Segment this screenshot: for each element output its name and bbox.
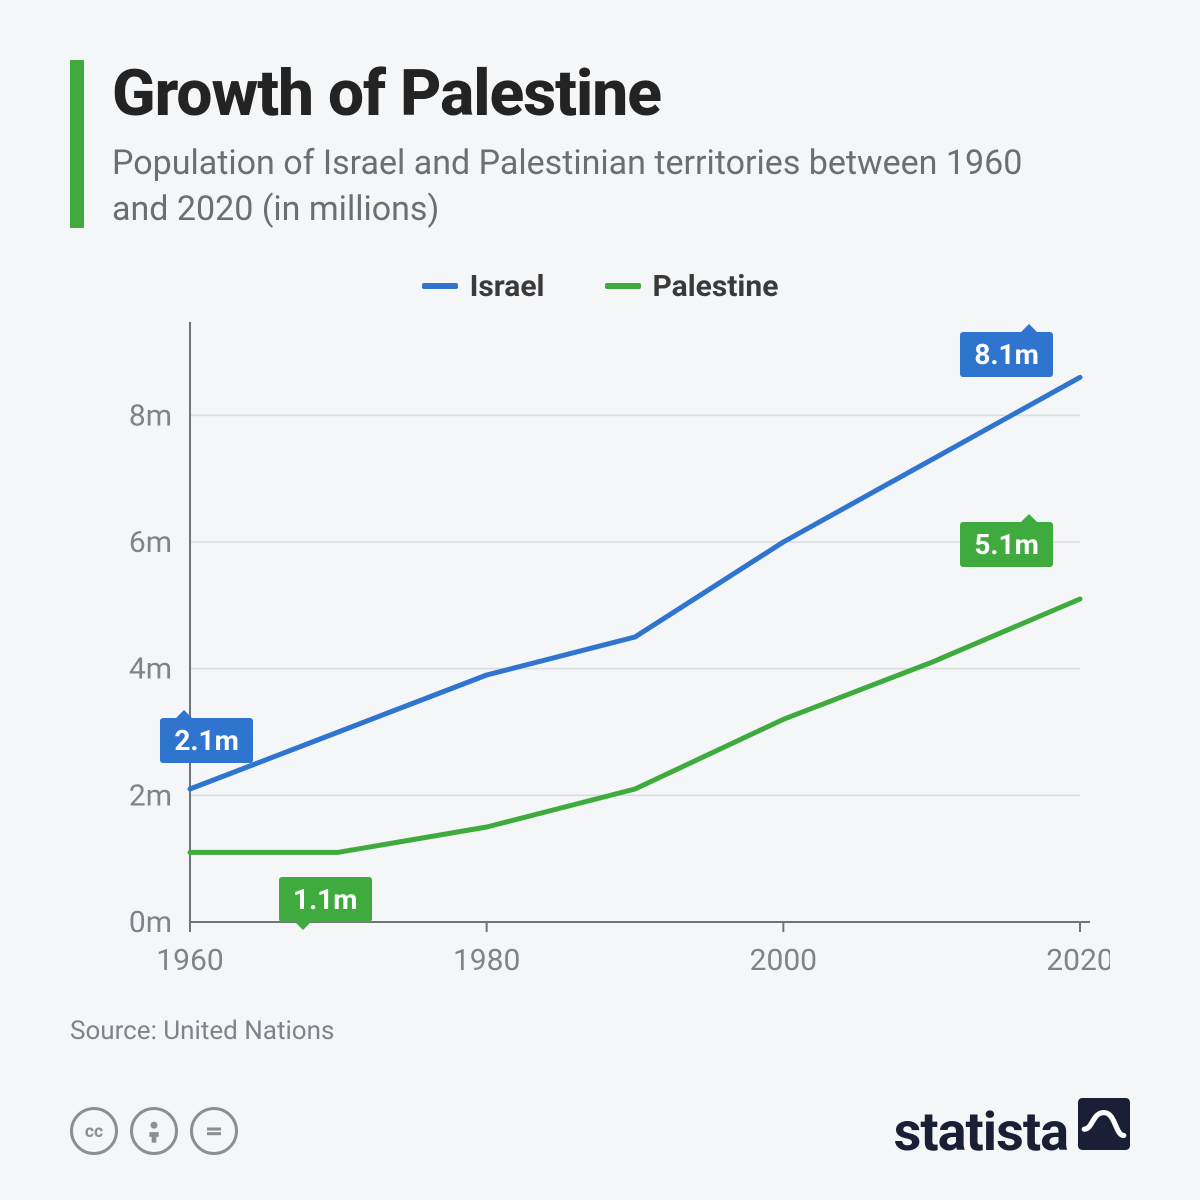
source-text: Source: United Nations bbox=[70, 1016, 1130, 1046]
page-subtitle: Population of Israel and Palestinian ter… bbox=[112, 141, 1032, 233]
svg-text:4m: 4m bbox=[129, 652, 172, 687]
footer: cc statista bbox=[70, 1098, 1130, 1164]
chart-callout: 5.1m bbox=[960, 522, 1053, 567]
svg-text:6m: 6m bbox=[129, 525, 172, 560]
brand-text: statista bbox=[894, 1101, 1068, 1164]
nd-icon bbox=[190, 1107, 238, 1155]
legend-label: Israel bbox=[470, 269, 545, 304]
chart-callout: 1.1m bbox=[279, 877, 372, 922]
svg-text:2000: 2000 bbox=[750, 943, 817, 978]
svg-text:2020: 2020 bbox=[1046, 943, 1110, 978]
header: Growth of Palestine Population of Israel… bbox=[70, 60, 1130, 233]
legend-swatch-palestine bbox=[605, 283, 641, 289]
statista-logo: statista bbox=[894, 1098, 1130, 1164]
legend-item-israel: Israel bbox=[422, 269, 545, 304]
chart-callout: 2.1m bbox=[160, 718, 253, 763]
legend-item-palestine: Palestine bbox=[605, 269, 779, 304]
legend-swatch-israel bbox=[422, 283, 458, 289]
svg-text:2m: 2m bbox=[129, 778, 172, 813]
chart-callout: 8.1m bbox=[960, 332, 1053, 377]
svg-text:cc: cc bbox=[85, 1122, 103, 1142]
population-chart: 0m 2m 4m 6m 8m 1960 1980 2000 2020 8.1m 5.1m 2.1m 1.… bbox=[90, 312, 1110, 992]
svg-text:8m: 8m bbox=[129, 398, 172, 433]
svg-text:0m: 0m bbox=[129, 905, 172, 940]
license-icons: cc bbox=[70, 1107, 238, 1155]
by-icon bbox=[130, 1107, 178, 1155]
svg-text:1980: 1980 bbox=[453, 943, 520, 978]
brand-mark-icon bbox=[1078, 1098, 1130, 1150]
chart-legend: Israel Palestine bbox=[70, 269, 1130, 304]
cc-icon: cc bbox=[70, 1107, 118, 1155]
svg-text:1960: 1960 bbox=[156, 943, 223, 978]
accent-bar bbox=[70, 60, 84, 228]
page-title: Growth of Palestine bbox=[112, 60, 1032, 127]
legend-label: Palestine bbox=[653, 269, 779, 304]
